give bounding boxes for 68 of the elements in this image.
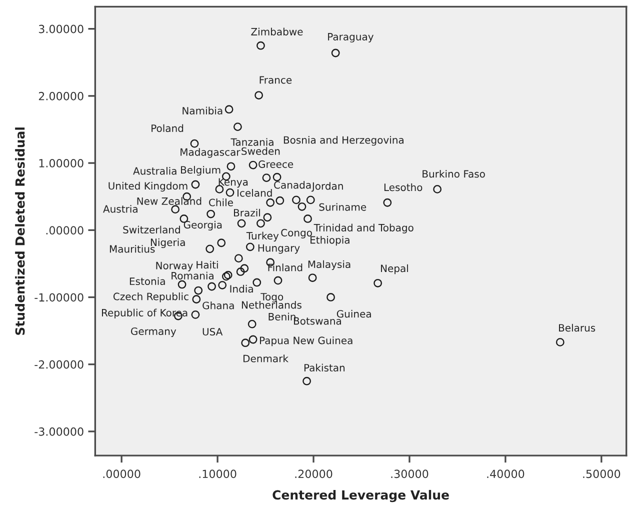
x-tick-label: .20000 [295, 470, 332, 478]
annotation: Republic of Korea [102, 308, 188, 318]
annotation: Botswana [294, 317, 341, 325]
annotation: Greece [258, 160, 294, 168]
annotation: Georgia [184, 220, 222, 231]
annotation: Congo [281, 228, 312, 238]
annotation: Poland [152, 124, 184, 132]
annotation: Pakistan [304, 364, 345, 372]
annotation: Austria [103, 205, 138, 213]
annotation: United Kingdom [108, 182, 188, 192]
y-tick-label: 3.00000 [38, 24, 84, 34]
annotation: Czech Republic [113, 292, 188, 302]
annotation: Malaysia [308, 260, 350, 270]
annotation: Belgium [181, 166, 220, 176]
annotation: Belarus [559, 324, 596, 332]
annotation: Suriname [319, 203, 366, 211]
annotation: Romania [172, 272, 214, 280]
annotation: Paraguay [328, 33, 374, 42]
annotation: Papua New Guinea [260, 336, 352, 346]
annotation: Haiti [196, 260, 218, 269]
y-axis-title: Studentized Deleted Residual [15, 128, 25, 335]
annotation: Turkey [246, 232, 279, 242]
annotation: Denmark [244, 354, 288, 362]
annotation: Madagascar [180, 148, 240, 158]
x-tick-label: .30000 [391, 470, 428, 478]
y-tick-label: -3.00000 [34, 427, 84, 436]
x-tick-label: .40000 [487, 470, 524, 478]
annotation: Sweden [242, 147, 280, 155]
annotation: Ghana [202, 302, 234, 310]
annotation: Tanzania [230, 138, 274, 146]
annotation: Iceland [238, 188, 272, 197]
annotation: Lesotho [384, 183, 422, 192]
annotation: Switzerland [123, 226, 180, 234]
y-tick-label: 2.00000 [38, 92, 84, 100]
annotation: Chile [209, 198, 233, 206]
x-tick-label: .00000 [103, 470, 140, 478]
annotation: Namibia [182, 106, 222, 114]
x-tick-label: .50000 [583, 470, 620, 478]
annotation: Brazil [234, 208, 260, 217]
annotation: Estonia [130, 277, 165, 286]
y-tick-label: -2.00000 [34, 360, 84, 369]
annotation: Nepal [381, 264, 408, 274]
annotation: Finland [268, 264, 302, 272]
annotation: USA [202, 328, 223, 336]
annotation: Canada [274, 181, 311, 189]
annotation: Trinidad and Tobago [314, 224, 414, 234]
annotation: Guinea [336, 310, 371, 318]
annotation: Norway [156, 262, 193, 272]
annotation: India [230, 284, 253, 293]
annotation: Germany [130, 327, 176, 337]
y-tick-label: 1.00000 [39, 159, 84, 168]
annotation: Burkino Faso [422, 170, 485, 178]
annotation: Benin [268, 312, 296, 320]
x-axis-title: Centered Leverage Value [272, 490, 449, 502]
annotation: Australia [133, 166, 176, 175]
annotation: France [260, 76, 292, 84]
y-tick-label: .00000 [46, 226, 84, 235]
annotation: Togo [260, 293, 284, 302]
annotation: Netherlands [242, 300, 302, 309]
annotation: Bosnia and Herzegovina [284, 136, 404, 146]
annotation: Zimbabwe [251, 28, 303, 36]
x-tick-label: .10000 [199, 470, 236, 478]
y-tick-label: -1.00000 [34, 293, 84, 302]
annotation: Ethiopia [310, 236, 350, 246]
annotation: Hungary [258, 244, 300, 254]
annotation: New Zealand [137, 197, 202, 205]
annotation: Jordan [311, 182, 343, 192]
annotation: Kenya [218, 178, 248, 188]
